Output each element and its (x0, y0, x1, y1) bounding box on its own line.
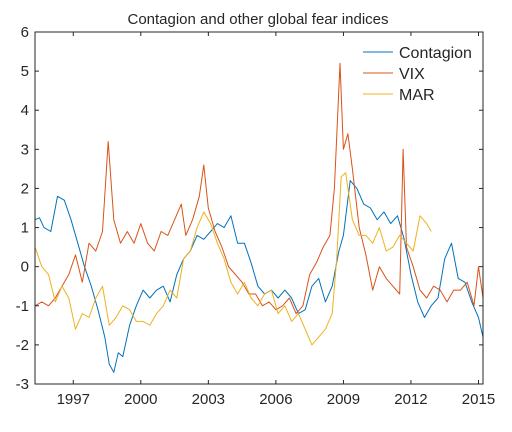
y-tick-label: 0 (21, 259, 29, 276)
legend: Contagion VIX MAR (363, 45, 472, 104)
axes: -3 -2 -1 0 1 2 3 4 5 6 1997 2000 2003 2006 2009 2012 201… (16, 24, 496, 408)
y-tick-label: 4 (21, 102, 29, 119)
x-tick-label: 2003 (192, 391, 225, 408)
chart-title: Contagion and other global fear indices (127, 11, 388, 28)
series-line-vix (34, 62, 484, 315)
legend-label-contagion: Contagion (399, 45, 472, 62)
y-tick-label: -2 (16, 337, 29, 354)
y-tick-label: 6 (21, 24, 29, 41)
x-tick-label: 2009 (327, 391, 360, 408)
series-line-mar (34, 172, 432, 346)
x-tick-label: 2006 (259, 391, 292, 408)
series-line-contagion (34, 180, 484, 373)
y-tick-label: -3 (16, 376, 29, 393)
x-tick-label: 2000 (124, 391, 157, 408)
y-tick-label: 5 (21, 63, 29, 80)
x-tick-label: 2015 (462, 391, 495, 408)
plot-area (34, 62, 484, 373)
y-tick-label: -1 (16, 298, 29, 315)
legend-label-mar: MAR (399, 87, 435, 104)
y-tick-label: 2 (21, 180, 29, 197)
y-tick-label: 3 (21, 141, 29, 158)
x-tick-label: 2012 (394, 391, 427, 408)
legend-label-vix: VIX (399, 66, 425, 83)
x-tick-label: 1997 (57, 391, 90, 408)
axes-box (34, 31, 484, 385)
y-tick-label: 1 (21, 220, 29, 237)
